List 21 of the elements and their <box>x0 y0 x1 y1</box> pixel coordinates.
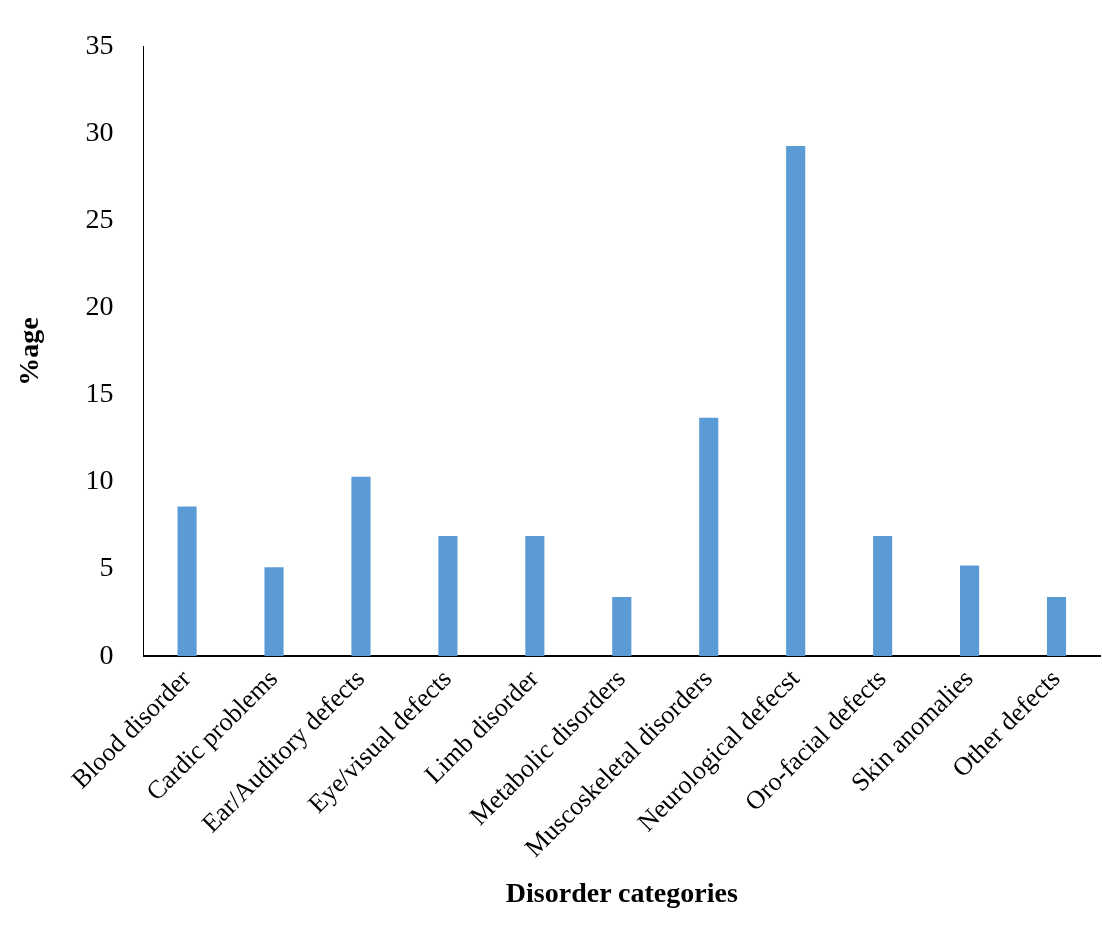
y-tick-label: 35 <box>85 29 114 61</box>
y-tick-label: 25 <box>85 203 114 235</box>
bar <box>612 596 632 657</box>
bar <box>177 506 197 657</box>
bar <box>1046 596 1067 657</box>
x-axis-title: Disorder categories <box>505 877 738 909</box>
bar <box>351 476 371 657</box>
bar <box>525 536 545 657</box>
bar <box>786 146 806 657</box>
y-tick-label: 30 <box>85 116 114 148</box>
y-axis-title: %age <box>13 317 45 386</box>
bar <box>264 567 284 657</box>
y-tick-label: 0 <box>99 638 114 670</box>
y-tick-label: 15 <box>85 377 114 409</box>
bar <box>699 417 719 657</box>
y-tick-label: 5 <box>99 551 114 583</box>
bar <box>960 565 980 657</box>
y-tick-label: 20 <box>85 290 114 322</box>
bar <box>873 536 893 657</box>
y-tick-label: 10 <box>85 464 114 496</box>
bar <box>438 536 458 657</box>
